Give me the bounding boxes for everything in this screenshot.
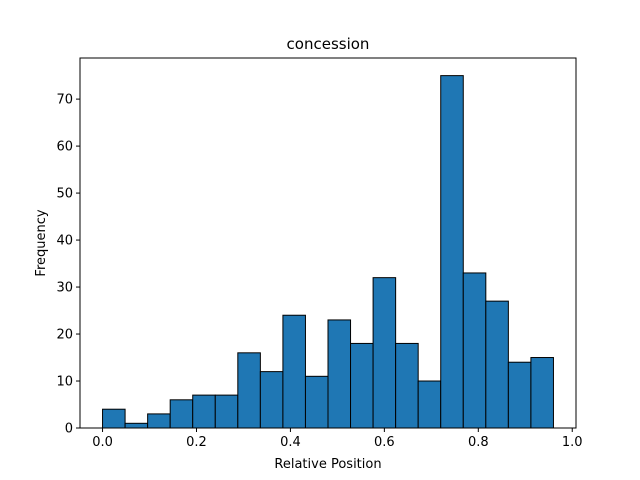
x-tick-label: 0.6	[374, 435, 395, 450]
x-tick-label: 0.2	[186, 435, 207, 450]
histogram-bar	[485, 300, 509, 429]
histogram-bar	[259, 371, 284, 429]
bars-group	[102, 75, 554, 429]
histogram-bar	[395, 342, 419, 429]
histogram-bar	[237, 352, 261, 429]
y-tick-label: 70	[56, 93, 73, 108]
y-tick-label: 50	[56, 187, 73, 202]
plot-frame	[79, 57, 577, 429]
histogram-bar	[462, 272, 487, 429]
histogram-bar	[350, 342, 374, 429]
histogram-bar	[192, 394, 216, 429]
x-tick-label: 1.0	[562, 435, 583, 450]
histogram-bar	[169, 399, 194, 429]
x-tick-label: 0.8	[468, 435, 489, 450]
y-tick-label: 10	[56, 375, 73, 390]
y-tick-label: 60	[56, 140, 73, 155]
histogram-bar	[417, 380, 442, 429]
y-axis-label: Frequency	[34, 209, 49, 276]
y-tick-label: 30	[56, 281, 73, 296]
y-axis-ticks: 0 10 20 30 40 50 60 70	[56, 93, 80, 437]
y-tick-label: 0	[65, 422, 73, 437]
histogram-bar	[124, 422, 149, 429]
histogram-bar	[147, 413, 171, 429]
x-tick-label: 0.4	[280, 435, 301, 450]
x-axis-ticks: 0.0 0.2 0.4 0.6 0.8 1.0	[92, 428, 583, 450]
histogram-bar	[530, 357, 554, 429]
x-tick-label: 0.0	[92, 435, 113, 450]
histogram-bar	[304, 375, 329, 429]
histogram-bar	[327, 319, 352, 429]
y-tick-label: 40	[56, 234, 73, 249]
y-tick-label: 20	[56, 328, 73, 343]
histogram-bar	[102, 408, 126, 429]
histogram-bar	[440, 75, 464, 429]
histogram-bar	[282, 314, 306, 429]
chart-title: concession	[287, 35, 370, 53]
x-axis-label: Relative Position	[274, 457, 381, 472]
histogram-bar	[372, 277, 397, 429]
histogram-bar	[214, 394, 239, 429]
histogram-bar	[507, 361, 532, 429]
